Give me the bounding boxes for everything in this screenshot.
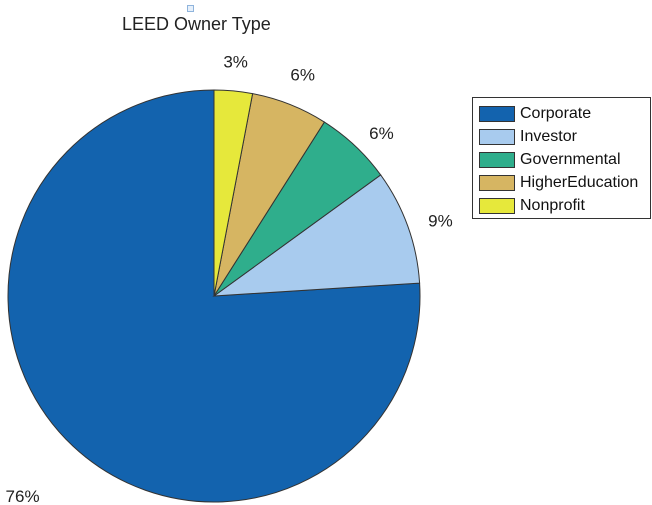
title-marker bbox=[187, 5, 194, 12]
legend-item-governmental: Governmental bbox=[479, 148, 650, 171]
data-label-investor: 9% bbox=[428, 212, 453, 231]
legend-item-highereducation: HigherEducation bbox=[479, 171, 650, 194]
legend-label: Corporate bbox=[520, 104, 592, 122]
legend-swatch bbox=[479, 151, 515, 168]
data-label-governmental: 6% bbox=[369, 124, 394, 143]
legend: Corporate Investor Governmental HigherEduca… bbox=[472, 97, 651, 219]
data-label-corporate: 76% bbox=[6, 487, 40, 505]
pie-slice-corporate bbox=[7, 89, 421, 503]
legend-label: Governmental bbox=[520, 150, 621, 168]
pie-slice-nonprofit bbox=[213, 89, 254, 297]
legend-swatch bbox=[479, 105, 515, 122]
pie-slice-investor bbox=[212, 174, 421, 297]
chart-title: LEED Owner Type bbox=[122, 14, 271, 34]
legend-item-nonprofit: Nonprofit bbox=[479, 194, 650, 217]
legend-item-corporate: Corporate bbox=[479, 102, 650, 125]
legend-label: Investor bbox=[520, 127, 577, 145]
legend-label: HigherEducation bbox=[520, 173, 639, 191]
data-label-nonprofit: 3% bbox=[223, 53, 248, 72]
legend-swatch bbox=[479, 174, 515, 191]
data-label-highereducation: 6% bbox=[290, 66, 315, 85]
legend-item-investor: Investor bbox=[479, 125, 650, 148]
legend-swatch bbox=[479, 128, 515, 145]
legend-label: Nonprofit bbox=[520, 196, 585, 214]
legend-swatch bbox=[479, 197, 515, 214]
